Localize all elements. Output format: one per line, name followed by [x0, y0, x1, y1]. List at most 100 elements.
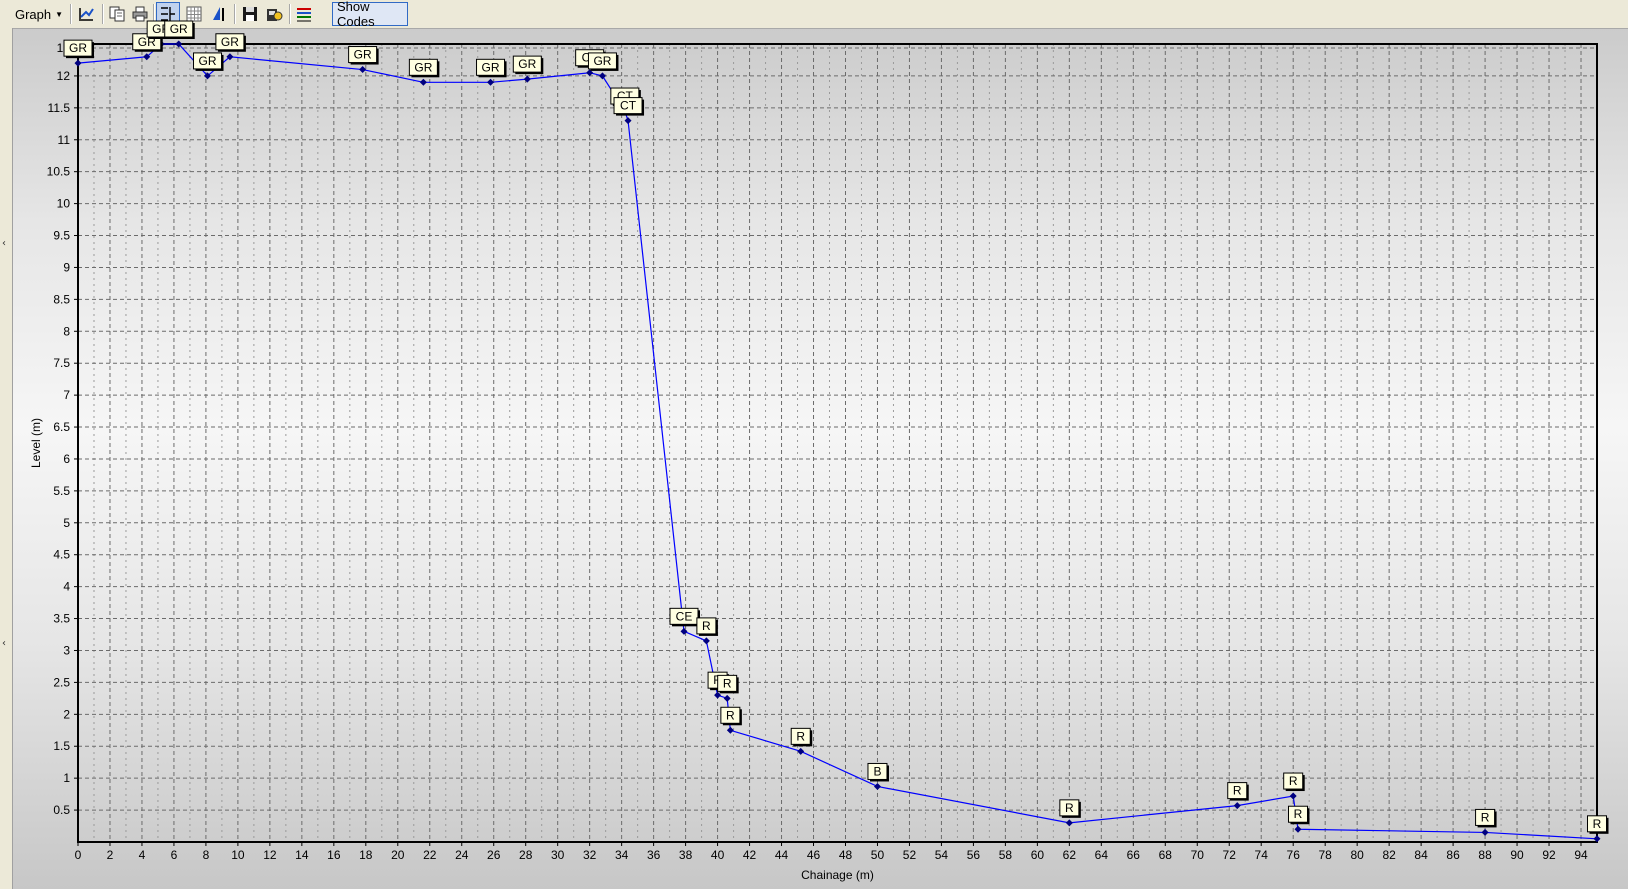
code-label-text: CT — [620, 99, 637, 113]
code-label-box — [348, 46, 378, 64]
x-tick-label: 88 — [1478, 848, 1492, 862]
code-label: R — [720, 706, 742, 726]
data-point-marker[interactable] — [1289, 792, 1297, 800]
y-tick-label: 2 — [63, 707, 70, 721]
x-tick-label: 26 — [487, 848, 501, 862]
plot-frame — [77, 43, 1598, 843]
data-point-marker[interactable] — [1233, 802, 1241, 810]
chevron-down-icon: ▼ — [55, 9, 64, 19]
data-point-marker[interactable] — [74, 59, 82, 67]
x-tick-label: 68 — [1159, 848, 1173, 862]
code-label-box — [1227, 782, 1248, 800]
y-tick-label: 5 — [63, 516, 70, 530]
x-tick-label: 44 — [775, 848, 789, 862]
export-button[interactable] — [262, 2, 286, 26]
data-point-marker[interactable] — [723, 694, 731, 702]
x-tick-label: 36 — [647, 848, 661, 862]
print-button[interactable] — [128, 2, 152, 26]
x-tick-label: 4 — [139, 848, 146, 862]
x-tick-label: 20 — [391, 848, 405, 862]
crosshair-icon — [161, 7, 175, 21]
annotate-icon — [213, 7, 224, 21]
code-label-box — [512, 55, 542, 73]
x-tick-label: 6 — [171, 848, 178, 862]
code-label-text: R — [723, 676, 732, 690]
graph-menu-button[interactable]: Graph ▼ — [14, 2, 64, 26]
x-axis-title: Chainage (m) — [801, 868, 874, 882]
code-label-text: GR — [482, 60, 500, 74]
code-label: R — [1475, 808, 1497, 828]
x-tick-label: 34 — [615, 848, 629, 862]
left-splitter[interactable]: ‹ ‹ — [0, 28, 13, 889]
y-tick-label: 8.5 — [53, 292, 70, 306]
x-tick-label: 62 — [1063, 848, 1077, 862]
code-label-text: GR — [593, 54, 611, 68]
grid — [78, 44, 1597, 842]
chevron-left-icon[interactable]: ‹ — [2, 238, 6, 249]
x-tick-label: 60 — [1031, 848, 1045, 862]
x-tick-label: 90 — [1510, 848, 1524, 862]
data-point-marker[interactable] — [714, 691, 722, 699]
code-label-box — [790, 727, 811, 745]
graph-menu-label: Graph — [14, 6, 52, 22]
data-point-marker[interactable] — [1593, 835, 1601, 843]
data-point-marker[interactable] — [226, 53, 234, 61]
y-tick-label: 6 — [63, 452, 70, 466]
x-tick-label: 38 — [679, 848, 693, 862]
data-point-marker[interactable] — [419, 78, 427, 86]
x-tick-label: 22 — [423, 848, 437, 862]
code-label: GR — [348, 46, 379, 65]
code-label-box — [164, 20, 194, 38]
data-point-marker[interactable] — [680, 627, 688, 635]
x-tick-label: 80 — [1350, 848, 1364, 862]
y-axis-title: Level (m) — [29, 418, 43, 468]
data-point-marker[interactable] — [1065, 819, 1073, 827]
x-tick-label: 84 — [1414, 848, 1428, 862]
x-tick-label: 64 — [1095, 848, 1109, 862]
data-point-marker[interactable] — [873, 782, 881, 790]
data-point-marker[interactable] — [1294, 825, 1302, 833]
legend-button[interactable] — [292, 2, 316, 26]
annotate-button[interactable] — [207, 2, 231, 26]
grid-button[interactable] — [182, 2, 206, 26]
x-tick-label: 32 — [583, 848, 597, 862]
code-label: CE — [669, 607, 701, 627]
data-point-marker[interactable] — [726, 726, 734, 734]
graph-settings-button[interactable] — [74, 2, 98, 26]
data-point-marker[interactable] — [624, 117, 632, 125]
show-codes-label: Show Codes — [337, 0, 375, 29]
y-tick-label: 4.5 — [53, 548, 70, 562]
data-point-marker[interactable] — [359, 66, 367, 74]
data-point-marker[interactable] — [487, 78, 495, 86]
data-point-marker[interactable] — [204, 72, 212, 80]
x-tick-label: 0 — [75, 848, 82, 862]
code-label-text: GR — [354, 48, 372, 62]
y-tick-label: 10 — [57, 197, 71, 211]
show-codes-button[interactable]: Show Codes — [332, 0, 408, 29]
data-point-marker[interactable] — [143, 53, 151, 61]
x-tick-label: 42 — [743, 848, 757, 862]
data-point-marker[interactable] — [702, 637, 710, 645]
chevron-left-icon[interactable]: ‹ — [2, 638, 6, 649]
code-label: GR — [63, 39, 94, 59]
y-tick-label: 1 — [63, 771, 70, 785]
save-button[interactable] — [238, 2, 262, 26]
graph-settings-icon — [79, 8, 94, 21]
y-tick-label: 4 — [63, 580, 70, 594]
legend-icon — [297, 8, 311, 22]
data-point-marker[interactable] — [523, 75, 531, 83]
y-tick-label: 6.5 — [53, 420, 70, 434]
x-tick-label: 54 — [935, 848, 949, 862]
data-point-marker[interactable] — [1481, 828, 1489, 836]
x-tick-label: 52 — [903, 848, 917, 862]
data-point-marker[interactable] — [586, 69, 594, 77]
x-tick-label: 92 — [1542, 848, 1556, 862]
toolbar: Graph ▼ Show Codes — [0, 0, 1628, 29]
code-label-text: GR — [221, 35, 239, 49]
y-tick-label: 11 — [58, 133, 71, 147]
code-label: GR — [512, 55, 544, 75]
copy-button[interactable] — [105, 2, 129, 26]
data-point-marker[interactable] — [175, 40, 183, 48]
data-point-marker[interactable] — [797, 747, 805, 755]
data-point-marker[interactable] — [598, 72, 606, 80]
